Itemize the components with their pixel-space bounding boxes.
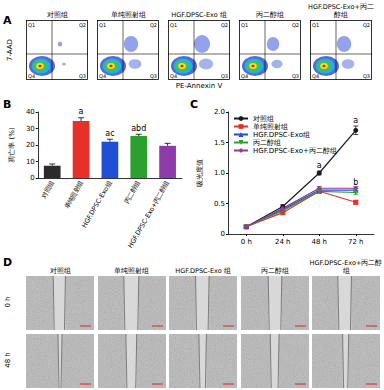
svg-text:Q2: Q2: [221, 22, 228, 28]
svg-text:对照组: 对照组: [40, 180, 56, 200]
svg-text:HGF.DPSC-Exo+丙二醇组: HGF.DPSC-Exo+丙二醇组: [253, 147, 337, 155]
svg-text:Q4: Q4: [241, 73, 248, 79]
html-text:HGF.DPSC-Exo 组: HGF.DPSC-Exo 组: [171, 10, 227, 19]
svg-text:10: 10: [26, 158, 35, 166]
svg-text:HGF.DPSC-Exo组: HGF.DPSC-Exo组: [80, 180, 113, 229]
svg-text:单纯照射组: 单纯照射组: [63, 180, 85, 210]
svg-text:40: 40: [26, 108, 35, 116]
svg-text:Q4: Q4: [312, 73, 319, 79]
html-text:对照组: 对照组: [46, 10, 68, 19]
svg-text:0.5: 0.5: [214, 200, 225, 208]
svg-text:0 h: 0 h: [241, 238, 252, 246]
svg-text:1.5: 1.5: [214, 139, 225, 147]
html-text:单纯照射组: 单纯照射组: [110, 10, 146, 19]
svg-text:24 h: 24 h: [275, 238, 291, 246]
svg-text:Q3: Q3: [363, 73, 370, 79]
html-text:0 h: 0 h: [4, 296, 12, 308]
svg-text:对照组: 对照组: [253, 115, 274, 123]
svg-text:Q4: Q4: [99, 73, 106, 79]
html-text:PE-Annexin V: PE-Annexin V: [175, 82, 223, 90]
html-text:D: D: [3, 256, 13, 269]
svg-text:Q1: Q1: [312, 22, 319, 28]
svg-text:20: 20: [26, 141, 35, 149]
html-text:7-AAD: 7-AAD: [6, 39, 14, 61]
html-text:对照组: 对照组: [49, 266, 71, 275]
svg-text:Q2: Q2: [292, 22, 299, 28]
svg-text:Q3: Q3: [79, 73, 86, 79]
html-text:HGF.DPSC-Exo+丙二醇组: HGF.DPSC-Exo+丙二醇组: [308, 3, 374, 19]
svg-text:单纯照射组: 单纯照射组: [253, 123, 288, 131]
svg-text:丙二醇组: 丙二醇组: [123, 180, 142, 205]
svg-text:HGF.DPSC-Exo+丙二醇组: HGF.DPSC-Exo+丙二醇组: [126, 180, 171, 250]
svg-text:0: 0: [221, 230, 225, 238]
svg-text:Q1: Q1: [241, 22, 248, 28]
svg-text:48 h: 48 h: [311, 238, 327, 246]
svg-text:HGF.DPSC-Exo组: HGF.DPSC-Exo组: [253, 131, 310, 139]
svg-text:Q1: Q1: [170, 22, 177, 28]
svg-text:Q3: Q3: [150, 73, 157, 79]
svg-text:Q3: Q3: [292, 73, 299, 79]
html-text:HGF.DPSC-Exo+丙二醇组: HGF.DPSC-Exo+丙二醇组: [309, 259, 383, 275]
svg-text:Q2: Q2: [79, 22, 86, 28]
html-text:HGF.DPSC-Exo 组: HGF.DPSC-Exo 组: [175, 266, 231, 275]
svg-text:Q1: Q1: [99, 22, 106, 28]
svg-text:丙二醇组: 丙二醇组: [253, 139, 281, 147]
html-text:丙二醇组: 丙二醇组: [256, 10, 284, 19]
html-text:C: C: [190, 98, 199, 111]
svg-text:ac: ac: [105, 129, 114, 138]
svg-text:Q1: Q1: [28, 22, 35, 28]
svg-text:Q2: Q2: [150, 22, 157, 28]
html-text:单纯照射组: 单纯照射组: [114, 266, 149, 275]
svg-text:a: a: [79, 107, 84, 116]
html-text:48 h: 48 h: [4, 352, 12, 368]
html-text:丙二醇组: 丙二醇组: [260, 266, 289, 275]
svg-text:b: b: [353, 178, 358, 187]
svg-text:凋亡率 (%): 凋亡率 (%): [8, 127, 16, 163]
svg-text:吸光度值: 吸光度值: [196, 159, 204, 187]
svg-text:0: 0: [30, 174, 34, 182]
svg-text:a: a: [353, 116, 358, 125]
svg-text:30: 30: [26, 125, 35, 133]
svg-text:Q4: Q4: [28, 73, 35, 79]
svg-text:2.0: 2.0: [214, 108, 225, 116]
svg-text:abd: abd: [131, 124, 146, 133]
svg-text:72 h: 72 h: [348, 238, 364, 246]
html-text:B: B: [3, 98, 12, 111]
html-text:A: A: [3, 14, 12, 27]
svg-text:Q4: Q4: [170, 73, 177, 79]
svg-text:1.0: 1.0: [214, 169, 225, 177]
svg-text:Q3: Q3: [221, 73, 228, 79]
svg-text:a: a: [317, 161, 322, 170]
svg-text:Q2: Q2: [363, 22, 370, 28]
